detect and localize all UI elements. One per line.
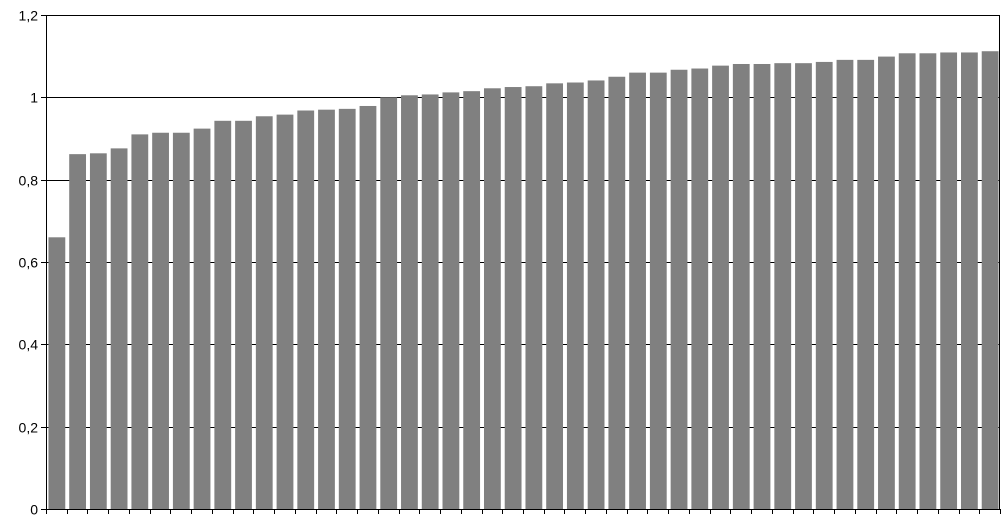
bar	[525, 86, 543, 509]
bar	[193, 128, 211, 509]
bar	[940, 52, 958, 510]
bar	[795, 63, 812, 510]
bars	[48, 51, 999, 510]
bar	[255, 116, 273, 510]
bar	[774, 63, 792, 510]
bar	[131, 134, 149, 509]
bar	[110, 148, 128, 509]
bar	[504, 87, 522, 509]
y-tick-label: 0,2	[19, 420, 39, 436]
bar	[152, 132, 169, 510]
bar	[48, 237, 66, 510]
y-tick-labels: 0 0,2 0,4 0,6 0,8 1 1,2	[19, 8, 39, 518]
bar	[836, 59, 854, 510]
bar	[712, 65, 729, 509]
bar	[380, 97, 398, 509]
bar	[214, 120, 232, 510]
bar	[359, 105, 377, 509]
bar	[442, 92, 460, 509]
bar	[546, 83, 564, 509]
bar	[297, 110, 315, 509]
axes	[41, 15, 1001, 514]
bar	[981, 51, 999, 509]
bar	[318, 109, 335, 510]
bar	[483, 88, 501, 509]
bar	[878, 56, 895, 509]
bar	[276, 114, 294, 510]
bar	[566, 82, 584, 509]
bar	[649, 72, 667, 509]
bar	[815, 61, 833, 510]
bar	[629, 72, 646, 509]
bar	[89, 153, 107, 509]
bar	[463, 91, 481, 509]
bar	[732, 63, 750, 510]
bar	[898, 53, 916, 509]
bar	[670, 69, 688, 509]
bar	[608, 76, 626, 509]
y-tick-label: 0,8	[19, 173, 39, 189]
bar	[421, 94, 439, 509]
bar	[753, 63, 771, 510]
bar	[69, 154, 87, 509]
bar	[960, 52, 978, 510]
y-tick-label: 0,4	[19, 337, 39, 353]
bar	[401, 95, 418, 509]
bar	[919, 53, 937, 509]
bar	[235, 120, 252, 510]
y-tick-label: 1,2	[19, 8, 39, 24]
y-tick-label: 0	[30, 502, 38, 518]
bar	[338, 108, 356, 510]
bar	[587, 80, 605, 510]
y-tick-label: 0,6	[19, 255, 39, 271]
bar	[172, 132, 190, 510]
y-tick-label: 1	[30, 90, 38, 106]
bar	[857, 59, 875, 510]
bar	[691, 68, 709, 510]
